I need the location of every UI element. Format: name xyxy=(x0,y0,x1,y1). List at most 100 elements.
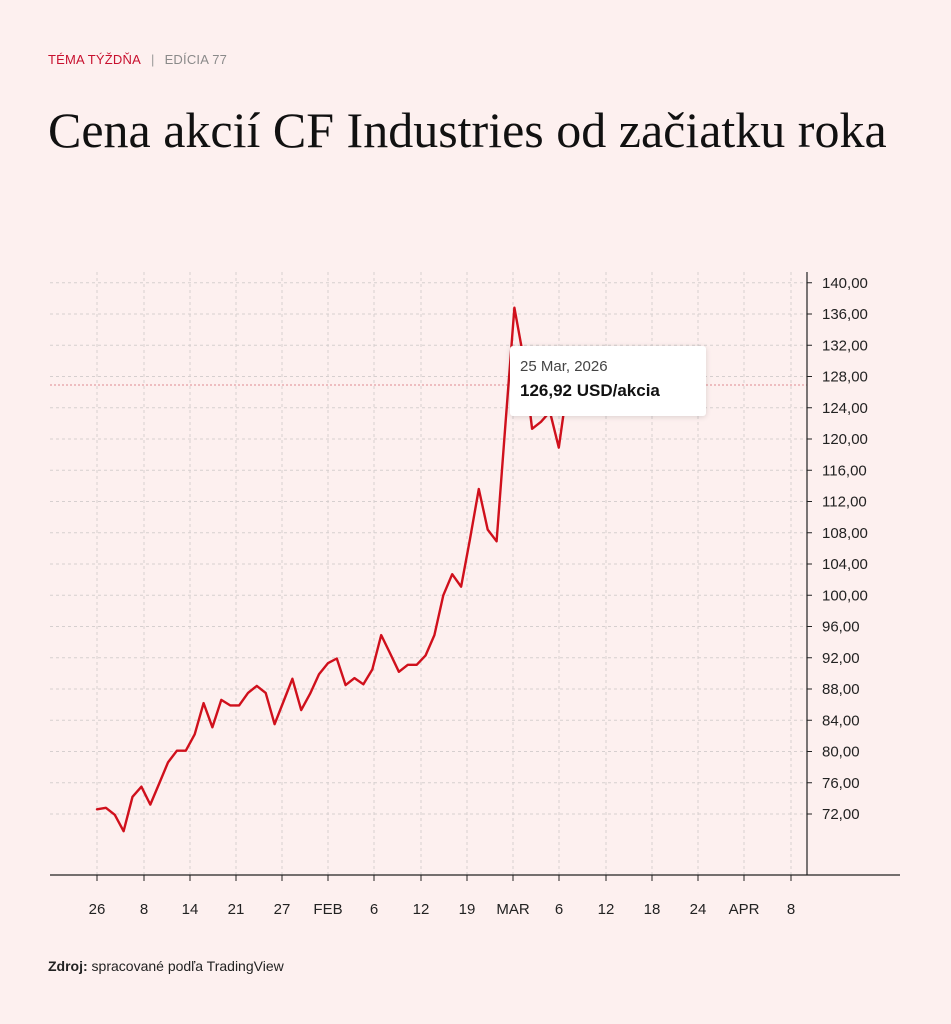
chart-labels: 140,00 136,00 132,00 128,00 124,00 120,00 116,… xyxy=(89,275,868,918)
tooltip-value: 126,92 USD/akcia xyxy=(520,381,660,400)
price-series-line[interactable] xyxy=(95,306,569,833)
x-tick-label: 12 xyxy=(598,901,615,918)
data-point[interactable] xyxy=(378,632,384,638)
data-point[interactable] xyxy=(431,632,437,638)
section-topic[interactable]: TÉMA TÝŽDŇA xyxy=(48,52,141,67)
data-point[interactable] xyxy=(485,527,491,533)
edition-label: EDÍCIA 77 xyxy=(164,52,228,67)
y-tick-label: 136,00 xyxy=(822,306,868,323)
data-point[interactable] xyxy=(165,759,171,765)
data-point[interactable] xyxy=(423,652,429,658)
data-point[interactable] xyxy=(334,656,340,662)
data-point[interactable] xyxy=(254,683,260,689)
data-point[interactable] xyxy=(245,690,251,696)
data-point[interactable] xyxy=(112,812,118,818)
data-point[interactable] xyxy=(538,419,544,425)
y-tick-label: 100,00 xyxy=(822,587,868,604)
data-point[interactable] xyxy=(556,445,562,451)
x-tick-label: APR xyxy=(729,901,760,918)
data-point[interactable] xyxy=(156,781,162,787)
chart-axes xyxy=(50,272,900,881)
x-tick-label: 26 xyxy=(89,901,106,918)
y-tick-label: 96,00 xyxy=(822,619,860,636)
y-tick-label: 108,00 xyxy=(822,525,868,542)
source-note: Zdroj: spracované podľa TradingView xyxy=(48,958,284,974)
chart-grid xyxy=(50,272,807,875)
data-point[interactable] xyxy=(227,702,233,708)
x-tick-label: 6 xyxy=(370,901,378,918)
x-tick-label: 19 xyxy=(459,901,476,918)
data-point[interactable] xyxy=(209,724,215,730)
data-point[interactable] xyxy=(440,592,446,598)
data-point[interactable] xyxy=(387,650,393,656)
y-tick-label: 76,00 xyxy=(822,775,860,792)
y-tick-label: 80,00 xyxy=(822,744,860,761)
x-tick-label: 14 xyxy=(182,901,199,918)
data-point[interactable] xyxy=(352,675,358,681)
data-point[interactable] xyxy=(476,486,482,492)
chart-series[interactable] xyxy=(94,305,573,834)
y-tick-label: 72,00 xyxy=(822,806,860,823)
tooltip-date: 25 Mar, 2026 xyxy=(520,358,608,375)
data-point[interactable] xyxy=(280,699,286,705)
data-point[interactable] xyxy=(174,748,180,754)
page-title: Cena akcií CF Industries od začiatku rok… xyxy=(48,102,887,158)
source-label: Zdroj: xyxy=(48,958,88,974)
x-tick-label: 8 xyxy=(140,901,148,918)
y-tick-label: 116,00 xyxy=(822,462,867,479)
data-point[interactable] xyxy=(343,682,349,688)
x-tick-label: MAR xyxy=(496,901,530,918)
y-tick-label: 92,00 xyxy=(822,650,860,667)
data-point[interactable] xyxy=(307,691,313,697)
y-tick-label: 140,00 xyxy=(822,275,868,292)
data-point[interactable] xyxy=(529,426,535,432)
data-point[interactable] xyxy=(467,536,473,542)
data-point[interactable] xyxy=(218,697,224,703)
data-point[interactable] xyxy=(458,584,464,590)
data-point[interactable] xyxy=(103,805,109,811)
x-tick-label: 24 xyxy=(690,901,707,918)
y-tick-label: 128,00 xyxy=(822,369,868,386)
data-point[interactable] xyxy=(147,802,153,808)
data-point[interactable] xyxy=(316,671,322,677)
y-tick-label: 112,00 xyxy=(822,494,867,511)
data-point[interactable] xyxy=(494,538,500,544)
data-point[interactable] xyxy=(130,794,136,800)
x-tick-label: 21 xyxy=(228,901,245,918)
data-point[interactable] xyxy=(405,662,411,668)
kicker: TÉMA TÝŽDŇA | EDÍCIA 77 xyxy=(48,52,227,67)
y-tick-label: 88,00 xyxy=(822,681,860,698)
data-point[interactable] xyxy=(325,660,331,666)
data-point[interactable] xyxy=(192,731,198,737)
data-point[interactable] xyxy=(236,702,242,708)
data-point[interactable] xyxy=(94,806,100,812)
x-tick-label: 8 xyxy=(787,901,795,918)
data-point[interactable] xyxy=(502,420,508,426)
data-point[interactable] xyxy=(272,721,278,727)
data-point[interactable] xyxy=(511,305,517,311)
data-point[interactable] xyxy=(289,676,295,682)
x-tick-label: FEB xyxy=(313,901,342,918)
data-point[interactable] xyxy=(360,681,366,687)
data-point[interactable] xyxy=(298,707,304,713)
x-tick-label: 18 xyxy=(644,901,661,918)
data-point[interactable] xyxy=(121,828,127,834)
data-point[interactable] xyxy=(369,666,375,672)
kicker-separator: | xyxy=(150,52,155,67)
y-tick-label: 104,00 xyxy=(822,556,868,573)
data-point[interactable] xyxy=(449,571,455,577)
x-tick-label: 12 xyxy=(413,901,430,918)
data-point[interactable] xyxy=(414,662,420,668)
data-point[interactable] xyxy=(263,690,269,696)
data-point[interactable] xyxy=(183,748,189,754)
y-tick-label: 120,00 xyxy=(822,431,868,448)
y-tick-label: 132,00 xyxy=(822,337,868,354)
chart-tooltip: 25 Mar, 2026 126,92 USD/akcia xyxy=(510,346,706,416)
data-point[interactable] xyxy=(138,784,144,790)
y-tick-label: 84,00 xyxy=(822,712,860,729)
y-tick-label: 124,00 xyxy=(822,400,868,417)
source-text: spracované podľa TradingView xyxy=(91,958,284,974)
data-point[interactable] xyxy=(396,669,402,675)
data-point[interactable] xyxy=(201,700,207,706)
